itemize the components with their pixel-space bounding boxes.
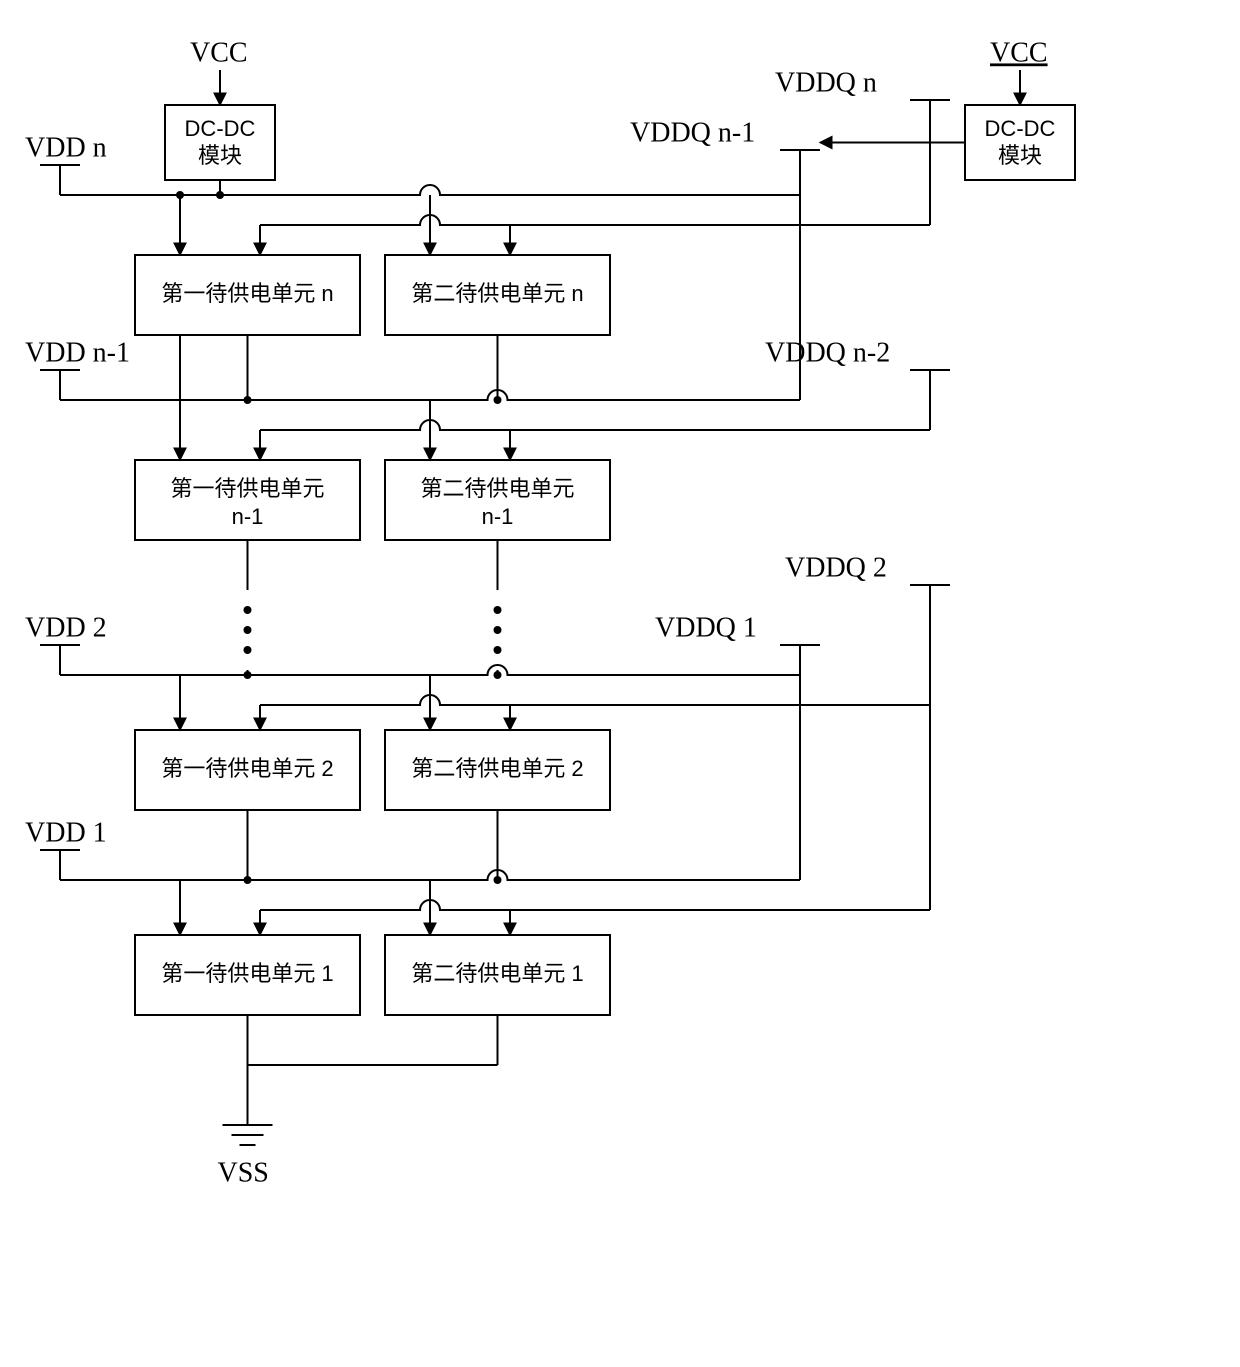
junction-dot (244, 626, 252, 634)
wire (260, 420, 510, 430)
vdd-n1-label: VDD n-1 (25, 337, 130, 368)
vdd-n-label: VDD n (25, 132, 107, 163)
wire (260, 215, 510, 225)
vdd-1-label: VDD 1 (25, 817, 107, 848)
junction-dot (244, 671, 252, 679)
wire (220, 185, 800, 195)
wire (248, 390, 801, 400)
junction-dot (216, 191, 224, 199)
vss-label: VSS (218, 1157, 269, 1188)
junction-dot (244, 646, 252, 654)
junction-dot (494, 646, 502, 654)
vddq-n-label: VDDQ n (775, 67, 877, 98)
psu1-1-l1: 第一待供电单元 1 (161, 961, 333, 986)
junction-dot (494, 606, 502, 614)
junction-dot (244, 606, 252, 614)
psu2-1-l1: 第二待供电单元 1 (411, 961, 583, 986)
psu2-n-l1: 第二待供电单元 n (411, 281, 583, 306)
junction-dot (494, 876, 502, 884)
junction-dot (244, 396, 252, 404)
psu2-2-l1: 第二待供电单元 2 (411, 756, 583, 781)
vddq-n2-label: VDDQ n-2 (765, 337, 890, 368)
vdd-2-label: VDD 2 (25, 612, 107, 643)
wire (260, 900, 510, 910)
wire (260, 695, 510, 705)
psu1-2-l1: 第一待供电单元 2 (161, 756, 333, 781)
dcdc2-line1: DC-DC (985, 116, 1056, 141)
psu1-n-l1: 第一待供电单元 n (161, 281, 333, 306)
wire (248, 665, 801, 675)
psu2-n-1-l2: n-1 (482, 504, 514, 529)
wire (248, 870, 801, 880)
dcdc1-line2: 模块 (198, 143, 242, 168)
psu1-n-1-l2: n-1 (232, 504, 264, 529)
vcc2-label: VCC (990, 37, 1048, 68)
vcc1-label: VCC (190, 37, 248, 68)
vddq-1-label: VDDQ 1 (655, 612, 757, 643)
vddq-n1-label: VDDQ n-1 (630, 117, 755, 148)
dcdc1-line1: DC-DC (185, 116, 256, 141)
dcdc2-line2: 模块 (998, 143, 1042, 168)
vddq-2-label: VDDQ 2 (785, 552, 887, 583)
junction-dot (244, 876, 252, 884)
junction-dot (494, 671, 502, 679)
psu2-n-1-l1: 第二待供电单元 (420, 476, 574, 501)
psu1-n-1-l1: 第一待供电单元 (170, 476, 324, 501)
junction-dot (494, 396, 502, 404)
junction-dot (494, 626, 502, 634)
